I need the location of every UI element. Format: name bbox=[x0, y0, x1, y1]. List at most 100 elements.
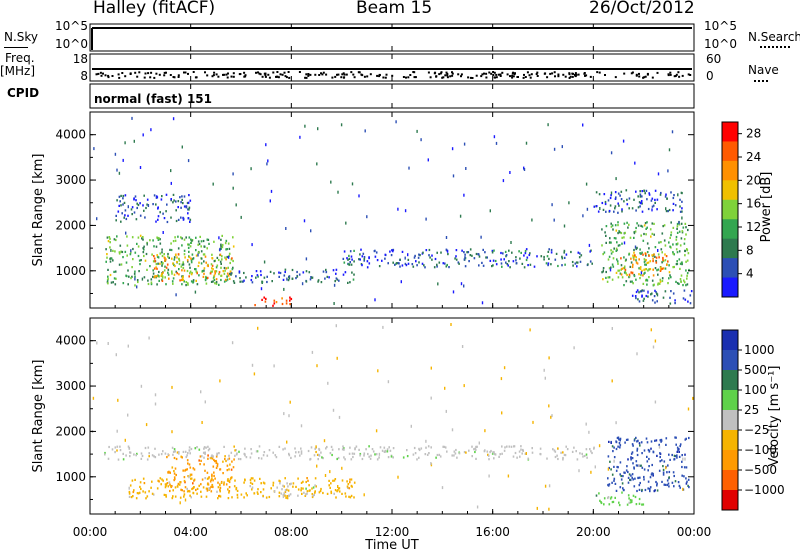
velocity-cell bbox=[571, 450, 574, 453]
velocity-cell bbox=[413, 446, 416, 450]
nave-dot bbox=[571, 72, 574, 75]
velocity-cell bbox=[450, 323, 452, 326]
power-cell bbox=[175, 270, 178, 273]
power-cell bbox=[489, 259, 492, 262]
power-cell bbox=[582, 123, 584, 127]
power-cell bbox=[616, 241, 618, 244]
velocity-cell bbox=[334, 489, 337, 492]
velocity-cell bbox=[617, 466, 619, 469]
nave-dot bbox=[100, 74, 103, 77]
nave-dot bbox=[512, 75, 515, 78]
power-cell bbox=[212, 280, 214, 283]
velocity-cell bbox=[285, 496, 287, 499]
power-cell bbox=[152, 275, 154, 278]
velocity-cell bbox=[179, 501, 181, 505]
time-xlabel: Time UT bbox=[364, 538, 418, 553]
nave-dot bbox=[97, 72, 100, 75]
power-cell bbox=[589, 260, 592, 263]
velocity-cell bbox=[473, 448, 475, 451]
power-cell bbox=[159, 238, 161, 241]
power-cell bbox=[351, 182, 354, 186]
power-cell bbox=[183, 253, 186, 256]
power-cell bbox=[446, 249, 449, 253]
velocity-cell bbox=[336, 490, 338, 493]
power-cell bbox=[375, 251, 378, 254]
velocity-cell bbox=[304, 494, 307, 497]
velocity-cell bbox=[191, 487, 193, 491]
power-cell bbox=[353, 273, 355, 276]
velocity-cell bbox=[634, 495, 637, 499]
power-cell bbox=[540, 255, 543, 258]
power-cell bbox=[585, 182, 588, 186]
velocity-cell bbox=[234, 454, 236, 457]
power-cell bbox=[551, 203, 553, 207]
power-cell bbox=[126, 235, 128, 238]
nave-dot bbox=[675, 73, 678, 76]
velocity-cell bbox=[194, 447, 197, 450]
velocity-cell bbox=[164, 486, 167, 489]
velocity-cell bbox=[338, 490, 341, 493]
power-cell bbox=[657, 273, 659, 276]
power-cell bbox=[241, 280, 243, 283]
power-cell bbox=[638, 300, 641, 303]
power-cell bbox=[655, 291, 657, 294]
nave-dot bbox=[488, 71, 491, 74]
power-cell bbox=[485, 256, 487, 259]
nave-dot bbox=[307, 74, 310, 77]
power-cell bbox=[635, 290, 638, 294]
velocity-cell bbox=[263, 482, 266, 485]
power-cell bbox=[131, 213, 133, 216]
power-cell bbox=[191, 239, 193, 242]
velocity-cell bbox=[205, 487, 208, 490]
power-cell bbox=[620, 264, 623, 267]
power-cell bbox=[353, 249, 355, 252]
power-cell bbox=[523, 254, 525, 257]
nave-dot bbox=[230, 75, 233, 78]
velocity-cell bbox=[127, 445, 130, 448]
velocity-cell bbox=[674, 480, 677, 483]
colorbar-cell bbox=[722, 350, 738, 371]
power-cell bbox=[525, 248, 528, 251]
power-cell bbox=[162, 212, 164, 215]
velocity-cell bbox=[353, 481, 356, 484]
power-cell bbox=[198, 274, 200, 277]
power-cell bbox=[643, 289, 645, 292]
nave-dot bbox=[485, 76, 488, 79]
nave-dot bbox=[528, 74, 531, 77]
power-cell bbox=[179, 196, 181, 199]
velocity-cell bbox=[666, 471, 668, 474]
nave-dot bbox=[446, 76, 449, 79]
velocity-cell bbox=[634, 477, 636, 480]
velocity-cell bbox=[518, 450, 521, 453]
power-cell bbox=[218, 236, 220, 240]
power-cell bbox=[643, 224, 646, 227]
colorbar-cell bbox=[722, 180, 738, 201]
velocity-cell bbox=[207, 454, 209, 457]
power-cell bbox=[115, 219, 117, 222]
power-cell bbox=[153, 245, 155, 248]
power-cell bbox=[579, 252, 581, 255]
power-cell bbox=[657, 283, 659, 286]
power-cell bbox=[644, 263, 646, 266]
nave-dot bbox=[305, 73, 308, 76]
power-cell bbox=[157, 207, 159, 210]
power-cell bbox=[607, 199, 610, 202]
velocity-cell bbox=[677, 481, 680, 484]
velocity-cell bbox=[125, 454, 127, 457]
power-cell bbox=[349, 281, 351, 284]
velocity-cell bbox=[676, 446, 679, 449]
power-cell bbox=[463, 258, 466, 261]
power-cell bbox=[271, 280, 273, 283]
power-cell bbox=[154, 260, 156, 263]
power-cell bbox=[127, 205, 129, 209]
velocity-cell bbox=[655, 439, 658, 442]
power-cell bbox=[672, 202, 675, 205]
power-cell bbox=[647, 207, 650, 211]
y-tick-label: 2000 bbox=[55, 424, 86, 438]
power-cell bbox=[646, 283, 648, 286]
velocity-cell bbox=[190, 473, 193, 476]
power-cell bbox=[415, 260, 417, 263]
velocity-cell bbox=[527, 457, 529, 460]
velocity-cell bbox=[682, 487, 684, 491]
velocity-cell bbox=[115, 353, 117, 357]
